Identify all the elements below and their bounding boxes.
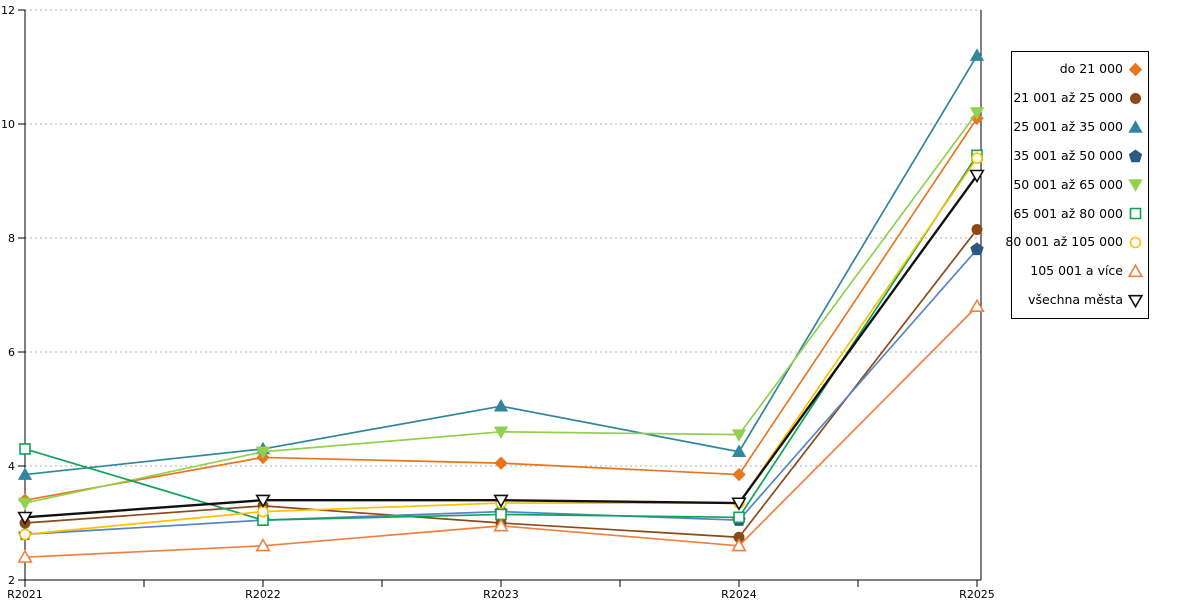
y-tick-label-6: 6 xyxy=(8,346,15,359)
y-tick-label-10: 10 xyxy=(1,118,15,131)
legend-item-label: 65 001 až 80 000 xyxy=(1013,205,1123,221)
legend-marker-triangle-up-icon xyxy=(1128,264,1143,278)
marker-triangle-up xyxy=(731,444,747,458)
legend-item-label: 21 001 až 25 000 xyxy=(1013,90,1123,106)
y-tick-label-4: 4 xyxy=(8,460,15,473)
marker-triangle-up xyxy=(1128,119,1143,133)
legend-item-label: 35 001 až 50 000 xyxy=(1013,147,1123,163)
marker-square xyxy=(1129,208,1142,220)
marker-pentagon xyxy=(1128,149,1143,162)
legend-item-3[interactable]: 35 001 až 50 000 xyxy=(1013,147,1143,164)
series-25 001 až 35 000 xyxy=(17,48,985,480)
series-do 21 000 xyxy=(18,111,984,507)
legend-item-4[interactable]: 50 001 až 65 000 xyxy=(1013,176,1143,193)
marker-triangle-down xyxy=(17,511,33,526)
marker-circle xyxy=(971,223,983,235)
legend-item-5[interactable]: 65 001 až 80 000 xyxy=(1013,205,1143,221)
marker-square xyxy=(495,508,507,521)
y-tick-label-12: 12 xyxy=(1,4,15,17)
marker-square xyxy=(733,511,745,524)
x-tick-label-R2025: R2025 xyxy=(959,588,995,600)
marker-circle xyxy=(19,528,31,541)
series-line-4 xyxy=(24,112,978,504)
series-line-0 xyxy=(24,117,978,502)
marker-triangle-up xyxy=(731,537,747,552)
marker-triangle-up xyxy=(1128,264,1143,278)
marker-triangle-up xyxy=(969,48,985,61)
marker-circle xyxy=(257,505,269,518)
marker-triangle-down xyxy=(731,497,747,511)
legend-marker-circle-icon xyxy=(1130,92,1141,104)
legend-item-label: 25 001 až 35 000 xyxy=(1013,118,1123,134)
x-tick-label-R2022: R2022 xyxy=(245,588,281,600)
legend-marker-triangle-down-icon xyxy=(1128,294,1143,308)
marker-triangle-up xyxy=(17,549,33,563)
legend-marker-circle-icon xyxy=(1129,236,1142,249)
marker-triangle-up xyxy=(17,467,33,480)
legend: do 21 000 21 001 až 25 000 25 001 až 35 00… xyxy=(1005,51,1149,319)
legend-marker-square-icon xyxy=(1129,208,1142,220)
marker-square xyxy=(19,443,31,455)
legend-item-1[interactable]: 21 001 až 25 000 xyxy=(1013,90,1143,106)
legend-item-label: 50 001 až 65 000 xyxy=(1013,176,1123,192)
marker-triangle-down xyxy=(17,497,33,511)
marker-pentagon xyxy=(970,242,984,256)
marker-circle xyxy=(1130,92,1141,104)
legend-item-7[interactable]: 105 001 a více xyxy=(1014,264,1143,279)
legend-item-6[interactable]: 80 001 až 105 000 xyxy=(1005,235,1143,250)
marker-circle xyxy=(971,152,983,164)
series-105 001 a více xyxy=(17,298,985,563)
marker-triangle-down xyxy=(1128,179,1143,193)
marker-diamond xyxy=(494,456,508,470)
legend-item-label: 80 001 až 105 000 xyxy=(1005,234,1123,250)
legend-item-8[interactable]: všechna města xyxy=(1014,293,1143,308)
marker-triangle-up xyxy=(493,518,509,532)
marker-circle xyxy=(1129,236,1142,249)
series-line-6 xyxy=(24,157,978,536)
legend-item-0[interactable]: do 21 000 xyxy=(1014,62,1143,77)
x-tick-label-R2023: R2023 xyxy=(483,588,519,600)
marker-triangle-up xyxy=(969,298,985,312)
legend-marker-diamond-icon xyxy=(1128,62,1143,77)
legend-marker-triangle-up-icon xyxy=(1128,119,1143,133)
marker-triangle-down xyxy=(731,429,747,442)
marker-triangle-down xyxy=(255,446,271,459)
marker-triangle-down xyxy=(969,107,985,120)
marker-triangle-down xyxy=(255,494,271,509)
x-tick-label-R2021: R2021 xyxy=(7,588,43,600)
series-50 001 až 65 000 xyxy=(17,107,985,511)
marker-triangle-up xyxy=(255,537,271,552)
legend-marker-pentagon-icon xyxy=(1128,149,1143,162)
series-21 001 až 25 000 xyxy=(19,223,983,543)
legend-item-label: všechna města xyxy=(1028,292,1123,308)
legend-item-label: 105 001 a více xyxy=(1030,263,1123,279)
series-80 001 až 105 000 xyxy=(19,152,983,541)
marker-triangle-up xyxy=(493,398,509,412)
series-65 001 až 80 000 xyxy=(19,149,983,526)
legend-item-2[interactable]: 25 001 až 35 000 xyxy=(1013,118,1143,135)
y-tick-label-8: 8 xyxy=(8,232,15,245)
legend-item-label: do 21 000 xyxy=(1059,61,1123,77)
marker-triangle-down xyxy=(969,169,985,184)
series-všechna města xyxy=(17,169,985,526)
marker-triangle-down xyxy=(493,426,509,440)
marker-diamond xyxy=(732,467,746,482)
marker-triangle-down xyxy=(1128,294,1143,308)
y-tick-label-2: 2 xyxy=(8,574,15,587)
legend-marker-triangle-down-icon xyxy=(1128,179,1143,193)
x-tick-label-R2024: R2024 xyxy=(721,588,757,600)
marker-diamond xyxy=(1128,62,1143,77)
marker-triangle-down xyxy=(493,494,509,509)
